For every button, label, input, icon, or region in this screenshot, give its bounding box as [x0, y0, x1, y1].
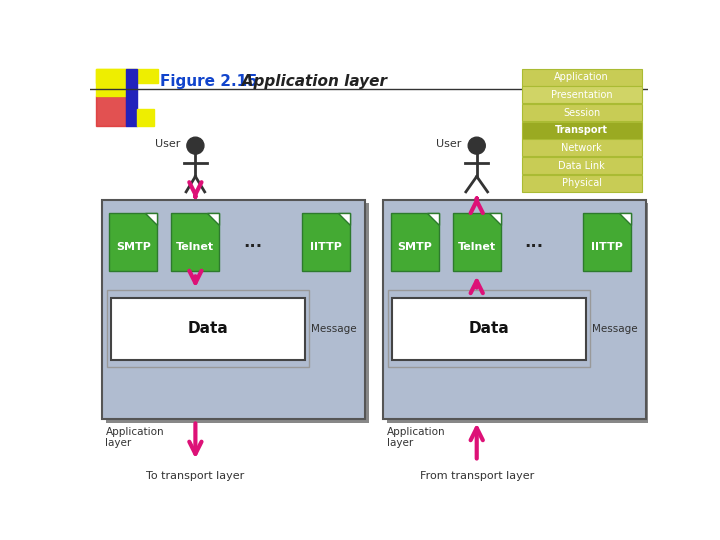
- Text: From transport layer: From transport layer: [420, 471, 534, 481]
- Text: Data: Data: [187, 321, 228, 336]
- Text: Application layer: Application layer: [225, 74, 387, 89]
- Text: ...: ...: [243, 233, 262, 251]
- Text: Data Link: Data Link: [559, 161, 605, 171]
- FancyBboxPatch shape: [109, 213, 158, 271]
- FancyBboxPatch shape: [171, 213, 220, 271]
- Polygon shape: [207, 213, 220, 225]
- Text: Presentation: Presentation: [551, 90, 613, 100]
- Text: User: User: [155, 139, 180, 149]
- FancyBboxPatch shape: [522, 157, 642, 174]
- FancyBboxPatch shape: [111, 298, 305, 360]
- FancyBboxPatch shape: [522, 104, 642, 121]
- Text: User: User: [436, 139, 462, 149]
- Polygon shape: [619, 213, 631, 225]
- Text: Telnet: Telnet: [176, 242, 215, 252]
- FancyBboxPatch shape: [302, 213, 350, 271]
- Text: Application
layer: Application layer: [387, 427, 446, 448]
- Circle shape: [187, 137, 204, 154]
- Text: SMTP: SMTP: [397, 242, 432, 252]
- Text: Session: Session: [563, 107, 600, 118]
- Text: ...: ...: [524, 233, 544, 251]
- FancyBboxPatch shape: [522, 122, 642, 139]
- FancyBboxPatch shape: [107, 291, 309, 367]
- Text: Message: Message: [593, 324, 638, 334]
- FancyBboxPatch shape: [522, 175, 642, 192]
- FancyBboxPatch shape: [522, 139, 642, 157]
- Bar: [96, 69, 126, 96]
- Text: SMTP: SMTP: [116, 242, 150, 252]
- FancyBboxPatch shape: [102, 200, 365, 419]
- Polygon shape: [338, 213, 350, 225]
- Circle shape: [468, 137, 485, 154]
- Text: IITTP: IITTP: [310, 242, 341, 252]
- FancyBboxPatch shape: [391, 213, 438, 271]
- Text: To transport layer: To transport layer: [146, 471, 245, 481]
- Polygon shape: [145, 213, 158, 225]
- Text: Application
layer: Application layer: [106, 427, 164, 448]
- FancyBboxPatch shape: [392, 298, 586, 360]
- FancyBboxPatch shape: [388, 291, 590, 367]
- FancyBboxPatch shape: [106, 204, 369, 423]
- Text: Application: Application: [554, 72, 609, 82]
- FancyBboxPatch shape: [453, 213, 500, 271]
- Bar: [137, 110, 153, 126]
- Text: Physical: Physical: [562, 178, 602, 188]
- Text: Network: Network: [562, 143, 602, 153]
- FancyBboxPatch shape: [387, 204, 650, 423]
- FancyBboxPatch shape: [383, 200, 647, 419]
- Text: Figure 2.15: Figure 2.15: [160, 74, 258, 89]
- FancyBboxPatch shape: [522, 86, 642, 103]
- Text: Telnet: Telnet: [458, 242, 496, 252]
- Bar: [96, 96, 126, 126]
- Bar: [126, 69, 137, 126]
- FancyBboxPatch shape: [522, 69, 642, 85]
- Bar: [96, 69, 158, 83]
- Text: Transport: Transport: [555, 125, 608, 135]
- Polygon shape: [489, 213, 500, 225]
- Polygon shape: [427, 213, 438, 225]
- Text: IITTP: IITTP: [591, 242, 623, 252]
- Text: Message: Message: [311, 324, 356, 334]
- Text: Data: Data: [469, 321, 510, 336]
- FancyBboxPatch shape: [583, 213, 631, 271]
